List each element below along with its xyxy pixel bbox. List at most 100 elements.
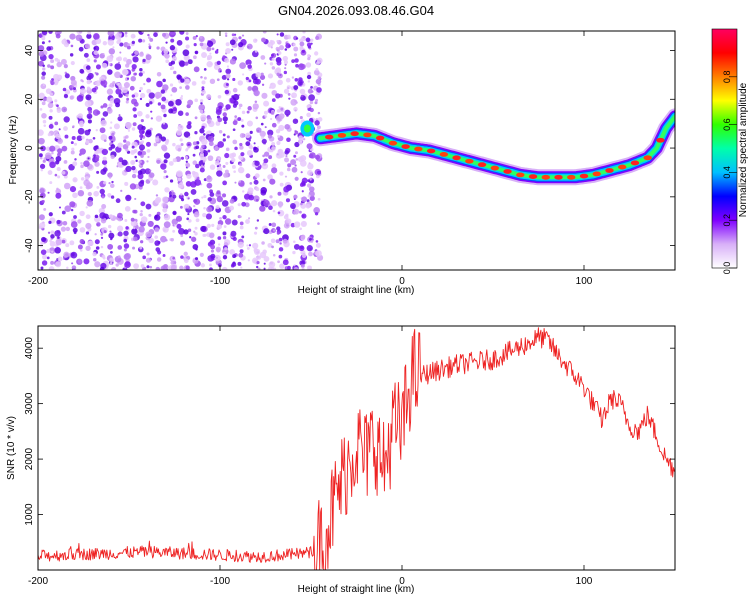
noise-speck bbox=[39, 107, 43, 111]
spectrogram-y-axis-label: Frequency (Hz) bbox=[8, 116, 19, 185]
noise-speck bbox=[247, 187, 254, 194]
noise-speck bbox=[225, 42, 230, 47]
noise-speck bbox=[215, 109, 222, 115]
noise-speck bbox=[168, 161, 174, 166]
noise-speck bbox=[70, 44, 74, 48]
snr-series-line bbox=[38, 327, 675, 570]
noise-speck bbox=[222, 138, 226, 142]
noise-speck bbox=[44, 152, 52, 160]
noise-speck bbox=[60, 58, 67, 65]
noise-speck bbox=[203, 76, 207, 80]
noise-speck bbox=[38, 153, 43, 158]
noise-speck bbox=[137, 170, 143, 175]
noise-speck bbox=[272, 229, 276, 232]
noise-speck bbox=[269, 39, 273, 43]
signal-bead bbox=[618, 164, 627, 170]
noise-speck bbox=[179, 96, 183, 101]
noise-speck bbox=[200, 164, 204, 167]
noise-speck bbox=[96, 223, 99, 226]
noise-speck bbox=[191, 236, 197, 242]
noise-speck bbox=[117, 231, 123, 237]
noise-speck bbox=[162, 196, 169, 203]
noise-speck bbox=[193, 230, 196, 233]
noise-speck bbox=[41, 113, 47, 119]
noise-speck bbox=[232, 120, 238, 126]
noise-speck bbox=[229, 249, 236, 255]
noise-speck bbox=[79, 88, 87, 95]
noise-speck bbox=[173, 58, 176, 61]
noise-speck bbox=[46, 46, 52, 51]
noise-speck bbox=[301, 190, 304, 193]
noise-speck bbox=[145, 141, 151, 147]
noise-speck bbox=[47, 102, 54, 109]
noise-speck bbox=[130, 33, 136, 39]
noise-speck bbox=[164, 141, 169, 145]
noise-speck bbox=[148, 213, 152, 217]
noise-speck bbox=[231, 219, 238, 226]
noise-speck bbox=[102, 156, 107, 161]
noise-speck bbox=[126, 58, 132, 65]
noise-speck bbox=[194, 226, 198, 230]
noise-speck bbox=[108, 232, 115, 239]
noise-speck bbox=[187, 143, 191, 147]
noise-speck bbox=[163, 170, 167, 174]
noise-speck bbox=[38, 60, 44, 67]
noise-speck bbox=[270, 117, 273, 121]
noise-speck bbox=[86, 58, 91, 62]
noise-speck bbox=[171, 86, 178, 93]
noise-speck bbox=[138, 72, 143, 77]
noise-speck bbox=[139, 86, 143, 91]
noise-speck bbox=[168, 108, 174, 114]
noise-speck bbox=[215, 256, 219, 259]
noise-speck bbox=[192, 141, 197, 146]
noise-speck bbox=[300, 220, 307, 227]
noise-speck bbox=[192, 35, 197, 40]
noise-speck bbox=[70, 79, 77, 86]
noise-speck bbox=[179, 192, 183, 196]
noise-speck bbox=[199, 35, 203, 39]
noise-speck bbox=[294, 58, 299, 63]
noise-speck bbox=[131, 40, 136, 45]
noise-speck bbox=[279, 182, 284, 187]
noise-speck bbox=[239, 249, 244, 254]
noise-speck bbox=[130, 75, 136, 82]
noise-speck bbox=[83, 258, 90, 265]
noise-speck bbox=[145, 102, 150, 107]
x-tick-label: 100 bbox=[576, 576, 593, 587]
noise-speck bbox=[47, 191, 50, 194]
noise-speck bbox=[95, 246, 100, 250]
noise-speck bbox=[263, 267, 266, 270]
noise-speck bbox=[115, 146, 122, 153]
noise-speck bbox=[148, 92, 155, 99]
noise-speck bbox=[126, 97, 130, 101]
noise-speck bbox=[225, 34, 228, 38]
noise-speck bbox=[295, 37, 299, 40]
noise-speck bbox=[176, 170, 183, 178]
noise-speck bbox=[299, 227, 303, 231]
noise-speck bbox=[123, 42, 129, 48]
noise-speck bbox=[180, 78, 185, 83]
signal-bead bbox=[388, 140, 398, 146]
noise-speck bbox=[88, 138, 93, 144]
noise-speck bbox=[194, 257, 199, 261]
noise-speck bbox=[209, 78, 216, 85]
noise-speck bbox=[118, 85, 123, 90]
noise-speck bbox=[300, 171, 303, 174]
noise-speck bbox=[302, 137, 306, 141]
noise-speck bbox=[165, 59, 170, 64]
noise-speck bbox=[232, 87, 238, 93]
noise-speck bbox=[239, 221, 244, 226]
noise-speck bbox=[69, 53, 74, 57]
noise-speck bbox=[224, 247, 228, 251]
noise-speck bbox=[199, 167, 205, 173]
noise-speck bbox=[79, 148, 86, 155]
noise-speck bbox=[70, 208, 74, 212]
noise-speck bbox=[277, 51, 282, 55]
noise-speck bbox=[177, 177, 182, 182]
noise-speck bbox=[247, 64, 252, 69]
noise-speck bbox=[286, 137, 291, 143]
noise-speck bbox=[317, 111, 321, 115]
noise-speck bbox=[211, 223, 215, 227]
noise-speck bbox=[177, 147, 182, 152]
noise-speck bbox=[117, 142, 123, 148]
